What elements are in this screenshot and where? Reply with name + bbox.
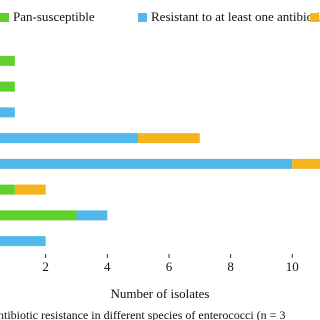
bar-segment [76, 210, 108, 221]
legend-swatch [0, 13, 9, 22]
bar-segment [0, 184, 15, 195]
bar-segment [0, 133, 139, 144]
x-tick-label: 10 [286, 259, 299, 274]
legend-swatch [310, 13, 319, 22]
caption: ntibiotic resistance in different specie… [0, 308, 285, 320]
bar-segment [14, 184, 46, 195]
bar-segment [292, 158, 320, 169]
bar-segment [0, 210, 77, 221]
legend-swatch [138, 13, 147, 22]
legend-label: Resistant to at least one antibiotic [151, 9, 320, 24]
legend-label: Pan-susceptible [13, 9, 95, 24]
x-tick-label: 4 [104, 259, 111, 274]
bar-segment [0, 158, 293, 169]
x-tick-label: 2 [42, 259, 49, 274]
bar-segment [0, 236, 46, 247]
x-tick-label: 8 [227, 259, 234, 274]
x-axis-label: Number of isolates [111, 286, 210, 301]
bar-segment [138, 133, 200, 144]
x-tick-label: 6 [166, 259, 173, 274]
bar-segment [0, 107, 15, 118]
bar-segment [0, 55, 15, 66]
bar-segment [0, 81, 15, 92]
